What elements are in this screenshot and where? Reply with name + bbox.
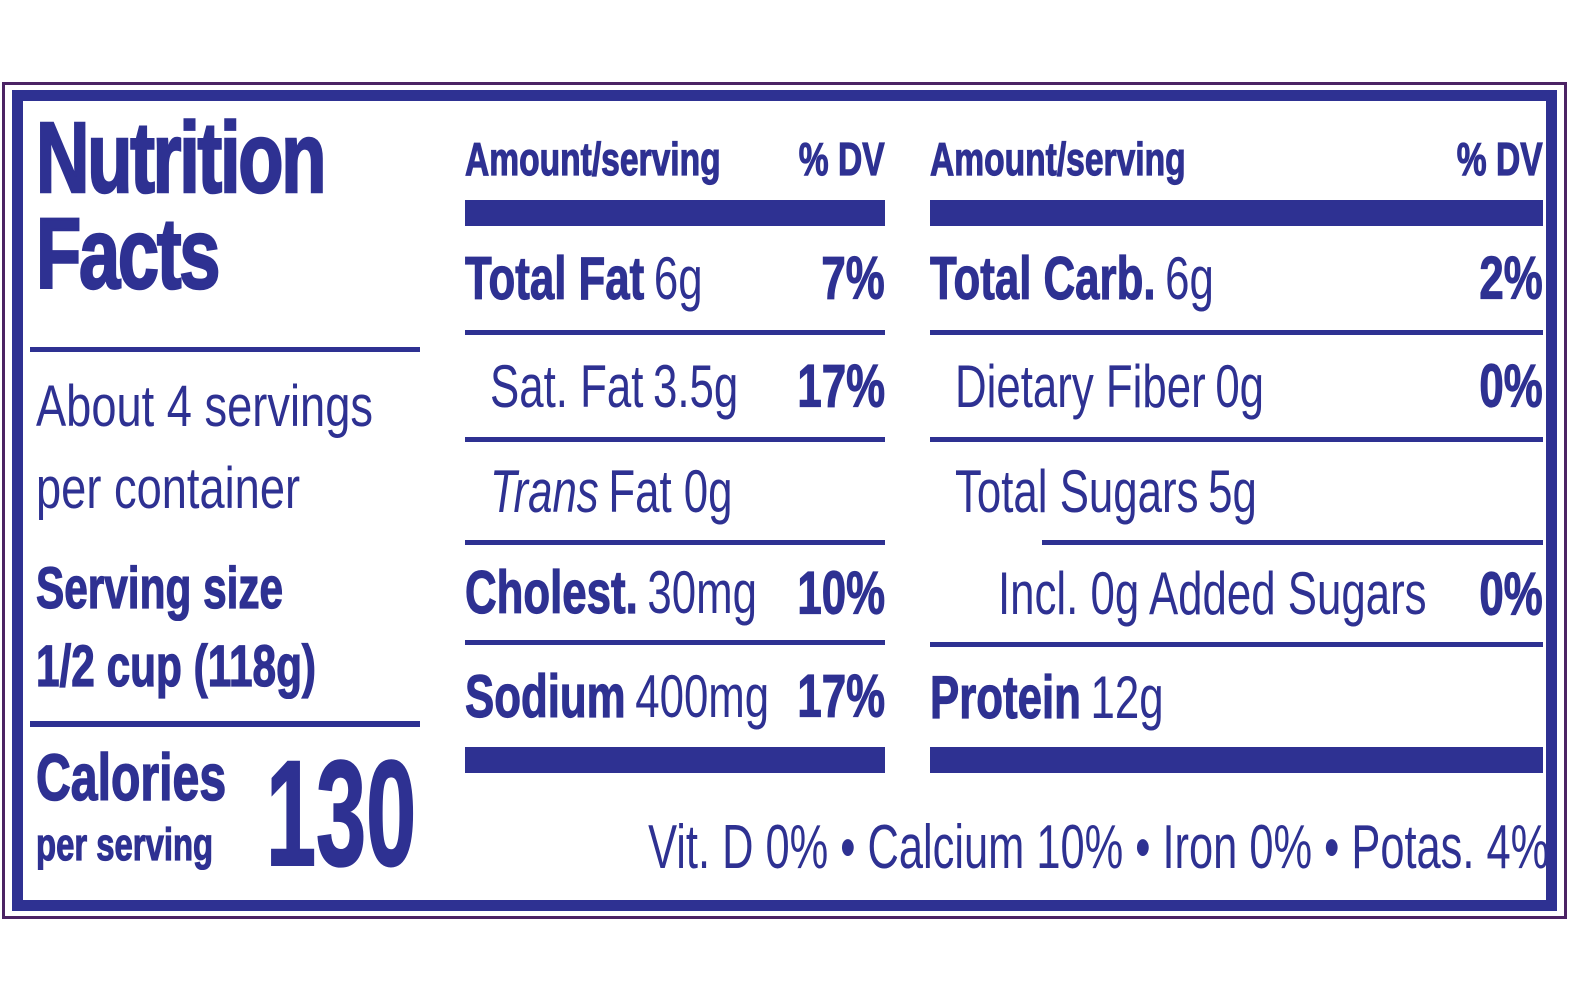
nutrient-label: Sat. Fat 3.5g — [490, 352, 739, 420]
nutrient-label: Incl. 0g Added Sugars — [998, 560, 1427, 627]
dv-header-label: % DV — [799, 132, 886, 185]
nutrient-label: Dietary Fiber 0g — [955, 352, 1265, 420]
outer-purple-frame — [2, 82, 1567, 919]
servings-per-container: About 4 servings per container — [36, 366, 468, 530]
amount-serving-column-left: Amount/serving % DV Total Fat 6g 7% Sat. … — [465, 0, 885, 1000]
servings-line-1: About 4 servings — [36, 374, 373, 439]
row-dietary-fiber: Dietary Fiber 0g 0% — [930, 335, 1543, 442]
row-added-sugars: Incl. 0g Added Sugars 0% — [930, 545, 1543, 647]
row-cholesterol: Cholest. 30mg 10% — [465, 545, 885, 645]
micronutrients-line: Vit. D 0% • Calcium 10% • Iron 0% • Pota… — [648, 813, 1550, 882]
row-total-carb: Total Carb. 6g 2% — [930, 226, 1543, 335]
page-title: Nutrition Facts — [35, 102, 327, 310]
section-bar — [930, 200, 1543, 226]
serving-size: Serving size 1/2 cup (118g) — [36, 550, 420, 706]
column-header: Amount/serving % DV — [930, 128, 1544, 190]
calories-value: 130 — [265, 729, 417, 897]
amount-serving-column-right: Amount/serving % DV Total Carb. 6g 2% Die… — [930, 0, 1543, 1000]
inner-blue-frame — [12, 90, 1557, 911]
divider — [30, 347, 420, 352]
dv-value: 0% — [1479, 352, 1543, 420]
serving-size-label: Serving size — [36, 555, 284, 621]
nutrient-label: Protein 12g — [930, 663, 1164, 731]
amount-header-label: Amount/serving — [930, 132, 1186, 185]
row-total-fat: Total Fat 6g 7% — [465, 226, 885, 335]
nutrient-label: Sodium 400mg — [465, 662, 770, 730]
dv-value: 0% — [1479, 559, 1543, 627]
dv-value: 7% — [821, 244, 885, 312]
dv-value: 10% — [797, 558, 886, 626]
dv-value: 17% — [797, 662, 886, 730]
row-sodium: Sodium 400mg 17% — [465, 645, 886, 747]
section-bar — [465, 200, 885, 226]
dv-header-label: % DV — [1457, 132, 1544, 185]
divider — [30, 721, 420, 727]
row-protein: Protein 12g — [930, 647, 1543, 747]
amount-header-label: Amount/serving — [465, 132, 721, 185]
serving-size-value: 1/2 cup (118g) — [36, 633, 317, 699]
column-header: Amount/serving % DV — [465, 128, 886, 190]
title-line-2: Facts — [35, 198, 221, 310]
row-sat-fat: Sat. Fat 3.5g 17% — [465, 335, 885, 442]
calories-sublabel: per serving — [36, 819, 214, 870]
nutrient-label: Total Fat 6g — [465, 244, 703, 312]
servings-line-2: per container — [36, 456, 301, 521]
section-bar — [465, 747, 885, 773]
row-total-sugars: Total Sugars 5g — [930, 442, 1543, 540]
row-trans-fat: Trans Fat 0g — [465, 442, 885, 545]
indented-divider — [1042, 540, 1543, 545]
section-bar — [930, 747, 1543, 773]
dv-value: 2% — [1479, 244, 1543, 312]
dv-value: 17% — [797, 352, 886, 420]
nutrient-rows: Total Carb. 6g 2% Dietary Fiber 0g 0% Tota… — [930, 226, 1544, 747]
nutrient-label: Cholest. 30mg — [465, 558, 757, 626]
title-line-1: Nutrition — [35, 102, 327, 214]
nutrient-label: Total Carb. 6g — [930, 244, 1214, 312]
nutrient-label: Trans Fat 0g — [490, 457, 733, 525]
nutrient-rows: Total Fat 6g 7% Sat. Fat 3.5g 17% Trans Fat… — [465, 226, 886, 747]
nutrient-label: Total Sugars 5g — [955, 457, 1257, 525]
calories-label: Calories — [35, 740, 227, 814]
